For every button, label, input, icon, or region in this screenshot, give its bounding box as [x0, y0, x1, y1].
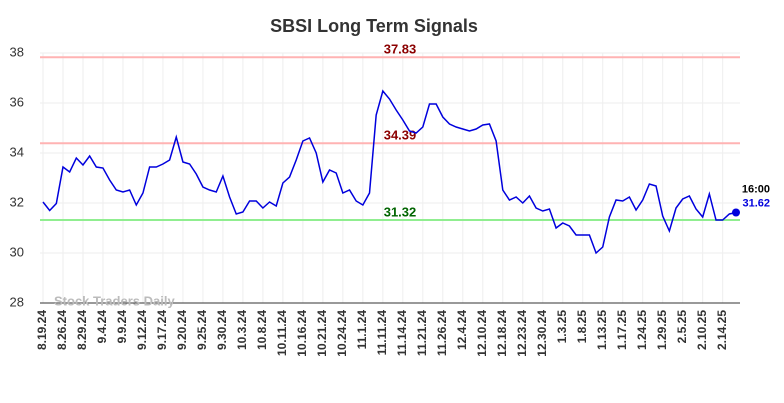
x-tick-label: 2.5.25: [675, 310, 689, 344]
watermark: Stock Traders Daily: [54, 293, 175, 308]
x-tick-label: 1.24.25: [635, 310, 649, 350]
y-tick-label: 38: [10, 44, 24, 59]
x-tick-label: 8.19.24: [35, 310, 49, 350]
x-tick-label: 9.17.24: [155, 310, 169, 350]
x-tick-label: 9.25.24: [195, 310, 209, 350]
x-tick-label: 9.20.24: [175, 310, 189, 350]
x-tick-label: 10.8.24: [255, 310, 269, 350]
x-tick-label: 1.17.25: [615, 310, 629, 350]
y-tick-label: 32: [10, 194, 24, 209]
x-tick-label: 9.4.24: [95, 310, 109, 344]
last-point: [732, 208, 740, 217]
x-tick-label: 10.16.24: [295, 310, 309, 357]
x-tick-label: 10.24.24: [335, 310, 349, 357]
x-tick-label: 11.11.24: [375, 310, 389, 356]
last-time: 16:00: [742, 183, 770, 195]
x-tick-label: 10.3.24: [235, 310, 249, 350]
x-tick-label: 1.29.25: [655, 310, 669, 350]
x-tick-label: 8.29.24: [75, 310, 89, 350]
signal-label: 37.83: [384, 42, 417, 57]
x-tick-label: 10.11.24: [275, 310, 289, 356]
x-tick-label: 1.13.25: [595, 310, 609, 350]
x-tick-label: 11.26.24: [435, 310, 449, 356]
signal-label: 31.32: [384, 204, 417, 219]
x-tick-label: 11.21.24: [415, 310, 429, 356]
x-tick-label: 1.3.25: [555, 310, 569, 344]
x-tick-label: 12.4.24: [455, 310, 469, 350]
last-value: 31.62: [742, 197, 770, 209]
x-tick-label: 8.26.24: [55, 310, 69, 350]
chart-title: SBSI Long Term Signals: [270, 16, 478, 36]
x-tick-label: 2.14.25: [715, 310, 729, 350]
x-tick-label: 10.21.24: [315, 310, 329, 357]
x-tick-label: 12.18.24: [495, 310, 509, 357]
y-tick-label: 36: [10, 94, 24, 109]
x-tick-label: 2.10.25: [695, 310, 709, 350]
x-tick-label: 12.30.24: [535, 310, 549, 357]
y-tick-label: 34: [10, 144, 24, 159]
x-tick-label: 11.1.24: [355, 310, 369, 350]
y-tick-label: 30: [10, 244, 24, 259]
x-tick-label: 9.12.24: [135, 310, 149, 350]
x-tick-label: 1.8.25: [575, 310, 589, 344]
signal-label: 34.39: [384, 128, 417, 143]
x-tick-label: 12.10.24: [475, 310, 489, 357]
x-tick-label: 12.23.24: [515, 310, 529, 357]
x-tick-label: 9.9.24: [115, 310, 129, 344]
x-tick-label: 9.30.24: [215, 310, 229, 350]
price-line: [42, 89, 737, 255]
y-tick-label: 28: [10, 294, 24, 309]
x-tick-label: 11.14.24: [395, 310, 409, 356]
